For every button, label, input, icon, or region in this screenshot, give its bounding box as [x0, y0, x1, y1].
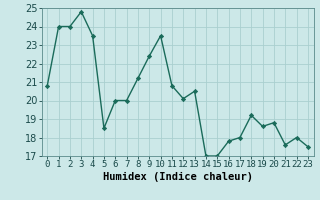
- X-axis label: Humidex (Indice chaleur): Humidex (Indice chaleur): [103, 172, 252, 182]
